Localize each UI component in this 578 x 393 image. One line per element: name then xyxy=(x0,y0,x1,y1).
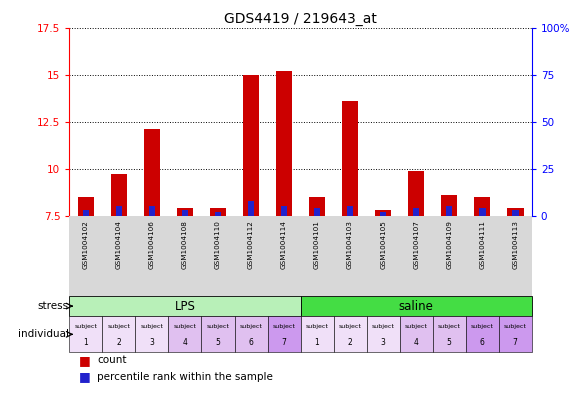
Bar xyxy=(268,316,301,352)
Text: 2: 2 xyxy=(348,338,353,347)
Text: subject: subject xyxy=(108,324,131,329)
Text: 1: 1 xyxy=(314,338,320,347)
Bar xyxy=(144,129,160,216)
Bar xyxy=(474,197,491,216)
Text: GSM1004109: GSM1004109 xyxy=(446,220,452,268)
Bar xyxy=(366,316,399,352)
Text: 3: 3 xyxy=(381,338,386,347)
Bar xyxy=(214,212,221,216)
Bar xyxy=(408,171,424,216)
Text: count: count xyxy=(97,355,127,365)
Text: GSM1004113: GSM1004113 xyxy=(512,220,518,268)
Text: subject: subject xyxy=(372,324,395,329)
Text: subject: subject xyxy=(140,324,164,329)
Text: subject: subject xyxy=(405,324,428,329)
Text: GSM1004104: GSM1004104 xyxy=(116,220,122,268)
Bar xyxy=(375,210,391,216)
Bar xyxy=(301,296,532,316)
Text: 5: 5 xyxy=(447,338,451,347)
Bar xyxy=(116,206,122,216)
Bar xyxy=(399,316,433,352)
Bar xyxy=(479,208,486,216)
Bar xyxy=(102,316,135,352)
Bar xyxy=(235,316,268,352)
Text: stress: stress xyxy=(38,301,69,311)
Text: subject: subject xyxy=(206,324,229,329)
Text: GSM1004110: GSM1004110 xyxy=(215,220,221,268)
Text: 6: 6 xyxy=(249,338,254,347)
Text: 2: 2 xyxy=(117,338,121,347)
Text: ■: ■ xyxy=(79,371,90,384)
Bar xyxy=(281,206,287,216)
Title: GDS4419 / 219643_at: GDS4419 / 219643_at xyxy=(224,13,377,26)
Text: subject: subject xyxy=(470,324,494,329)
Text: subject: subject xyxy=(173,324,197,329)
Text: percentile rank within the sample: percentile rank within the sample xyxy=(97,372,273,382)
Bar xyxy=(135,316,168,352)
Text: GSM1004105: GSM1004105 xyxy=(380,220,386,268)
Bar xyxy=(309,197,325,216)
Bar xyxy=(243,75,260,216)
Text: subject: subject xyxy=(273,324,295,329)
Bar xyxy=(446,206,453,216)
Text: individual: individual xyxy=(18,329,69,339)
Text: subject: subject xyxy=(306,324,328,329)
Text: GSM1004106: GSM1004106 xyxy=(149,220,155,268)
Bar xyxy=(342,101,358,216)
Bar xyxy=(314,208,320,216)
Text: 7: 7 xyxy=(513,338,518,347)
Bar xyxy=(466,316,499,352)
Bar xyxy=(347,206,353,216)
Bar xyxy=(149,206,155,216)
Text: 1: 1 xyxy=(83,338,88,347)
Bar xyxy=(210,208,226,216)
Text: 3: 3 xyxy=(150,338,154,347)
Text: subject: subject xyxy=(75,324,97,329)
Text: LPS: LPS xyxy=(175,299,195,312)
Text: GSM1004102: GSM1004102 xyxy=(83,220,89,268)
Bar xyxy=(181,210,188,216)
Text: subject: subject xyxy=(438,324,461,329)
Bar xyxy=(83,210,89,216)
Text: subject: subject xyxy=(504,324,527,329)
Text: 4: 4 xyxy=(414,338,418,347)
Bar xyxy=(168,316,202,352)
Bar xyxy=(413,208,420,216)
Text: subject: subject xyxy=(239,324,262,329)
Bar xyxy=(69,296,301,316)
Bar xyxy=(507,208,524,216)
Bar xyxy=(202,316,235,352)
Text: GSM1004112: GSM1004112 xyxy=(248,220,254,268)
Text: subject: subject xyxy=(339,324,362,329)
Bar xyxy=(499,316,532,352)
Text: ■: ■ xyxy=(79,354,90,367)
Text: GSM1004114: GSM1004114 xyxy=(281,220,287,268)
Bar xyxy=(433,316,466,352)
Bar xyxy=(177,208,193,216)
Text: 6: 6 xyxy=(480,338,485,347)
Text: 5: 5 xyxy=(216,338,220,347)
Text: 4: 4 xyxy=(183,338,187,347)
Text: 7: 7 xyxy=(281,338,287,347)
Text: GSM1004103: GSM1004103 xyxy=(347,220,353,268)
Bar xyxy=(248,201,254,216)
Text: GSM1004101: GSM1004101 xyxy=(314,220,320,268)
Bar xyxy=(441,195,457,216)
Text: GSM1004108: GSM1004108 xyxy=(182,220,188,268)
Bar xyxy=(512,210,518,216)
Text: saline: saline xyxy=(399,299,434,312)
Bar xyxy=(380,212,387,216)
Bar xyxy=(110,174,127,216)
Text: GSM1004107: GSM1004107 xyxy=(413,220,419,268)
Bar xyxy=(334,316,366,352)
Text: GSM1004111: GSM1004111 xyxy=(479,220,485,268)
Bar xyxy=(276,71,292,216)
Bar xyxy=(69,316,102,352)
Bar xyxy=(301,316,334,352)
Bar xyxy=(77,197,94,216)
